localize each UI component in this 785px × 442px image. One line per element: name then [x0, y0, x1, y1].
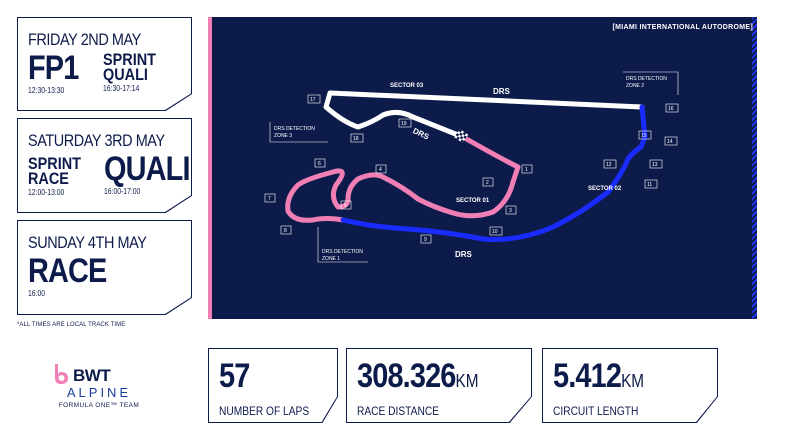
corner-marker-19: 19: [398, 118, 412, 128]
stat-circuit-length: 5.412KM CIRCUIT LENGTH: [542, 348, 718, 423]
corner-marker-3: 3: [505, 205, 517, 215]
stat-value: 57: [219, 357, 250, 395]
svg-text:10: 10: [492, 229, 498, 235]
schedule-card-saturday: SATURDAY 3RD MAY SPRINT RACE 12:00-13:00…: [17, 118, 192, 213]
svg-text:7: 7: [268, 196, 271, 202]
corner-marker-16: 16: [665, 103, 679, 113]
svg-text:1: 1: [525, 167, 528, 173]
session-fp1: FP1 12:30-13:30: [28, 49, 87, 95]
stat-label: RACE DISTANCE: [357, 404, 439, 418]
drs-detection-zone-1: DRS DETECTION ZONE 1: [317, 227, 368, 263]
session-quali: QUALI 16:00-17:00: [104, 150, 191, 196]
session-race: RACE 16:00: [28, 252, 120, 298]
sponsor-name: BWT: [73, 366, 111, 385]
corner-marker-13: 13: [649, 159, 663, 169]
session-name: RACE: [28, 252, 107, 290]
svg-text:18: 18: [353, 136, 359, 142]
session-name: QUALI: [104, 150, 191, 188]
team-logo: BWT ALPINE FORMULA ONE™ TEAM: [45, 360, 155, 420]
track-svg: SECTOR 03 DRS DRS SECTOR 01 SECTOR 02 DR…: [264, 71, 679, 263]
svg-text:ZONE 1: ZONE 1: [322, 256, 340, 262]
svg-text:8: 8: [284, 228, 287, 234]
session-name: SPRINT RACE: [28, 154, 81, 188]
drs-detection-zone-3: DRS DETECTION ZONE 3: [269, 122, 328, 143]
session-time: 12:00-13:00: [28, 188, 65, 197]
circuit-name: [MIAMI INTERNATIONAL AUTODROME]: [612, 24, 753, 31]
corner-marker-7: 7: [264, 193, 276, 203]
svg-text:5: 5: [344, 203, 347, 209]
corner-marker-2: 2: [482, 177, 494, 187]
session-time: 12:30-13:30: [28, 86, 65, 95]
corner-marker-1: 1: [521, 164, 533, 174]
stat-label: NUMBER OF LAPS: [219, 404, 310, 418]
svg-text:11: 11: [647, 182, 652, 188]
svg-text:9: 9: [424, 237, 427, 243]
session-time: 16:30-17:14: [103, 84, 140, 93]
svg-text:6: 6: [318, 161, 321, 167]
sector-1-label: SECTOR 01: [456, 198, 490, 204]
session-name: FP1: [28, 49, 79, 87]
schedule-card-friday: FRIDAY 2ND MAY FP1 12:30-13:30 SPRINT QU…: [17, 17, 192, 111]
day-label: SATURDAY 3RD MAY: [28, 131, 165, 150]
drs-detection-zone-2: DRS DETECTION ZONE 2: [623, 71, 679, 95]
corner-marker-12: 12: [603, 159, 617, 169]
day-label: FRIDAY 2ND MAY: [28, 30, 141, 49]
schedule-card-sunday: SUNDAY 4TH MAY RACE 16:00: [17, 220, 192, 315]
svg-text:ZONE 2: ZONE 2: [626, 83, 644, 89]
map-accent-edge: [208, 17, 212, 319]
corner-marker-14: 14: [664, 136, 678, 146]
day-label: SUNDAY 4TH MAY: [28, 233, 147, 252]
svg-text:DRS DETECTION: DRS DETECTION: [322, 249, 363, 255]
team-name: FORMULA ONE™ TEAM: [58, 402, 140, 409]
svg-text:DRS DETECTION: DRS DETECTION: [274, 126, 315, 132]
corner-marker-8: 8: [280, 225, 292, 235]
sector-1-path: [285, 134, 521, 223]
sector-2-label: SECTOR 02: [588, 186, 622, 192]
svg-text:ZONE 3: ZONE 3: [274, 133, 292, 139]
corner-marker-18: 18: [350, 133, 364, 143]
circuit-map: SECTOR 03 DRS DRS SECTOR 01 SECTOR 02 DR…: [208, 17, 756, 319]
svg-text:16: 16: [668, 106, 674, 112]
corner-marker-15: 15: [638, 130, 652, 140]
svg-text:DRS DETECTION: DRS DETECTION: [626, 76, 667, 82]
finish-flag-icon: [454, 129, 469, 143]
svg-text:15: 15: [641, 133, 647, 139]
bwt-logo-icon: [55, 364, 68, 384]
stat-label: CIRCUIT LENGTH: [553, 404, 639, 418]
stat-laps: 57 NUMBER OF LAPS: [208, 348, 338, 423]
corner-marker-9: 9: [420, 234, 432, 244]
svg-text:13: 13: [652, 162, 658, 168]
svg-text:17: 17: [310, 97, 316, 103]
stat-race-distance: 308.326KM RACE DISTANCE: [346, 348, 532, 423]
brand-name: ALPINE: [66, 385, 132, 400]
corner-marker-17: 17: [307, 94, 321, 104]
svg-text:2: 2: [486, 180, 489, 186]
svg-text:4: 4: [379, 167, 382, 173]
svg-text:12: 12: [606, 162, 612, 168]
session-name: SPRINT QUALI: [103, 50, 157, 84]
corner-marker-11: 11: [644, 179, 658, 189]
svg-text:14: 14: [667, 139, 673, 145]
stat-value: 308.326KM: [357, 357, 479, 395]
corner-marker-10: 10: [489, 226, 503, 236]
map-stripe-edge: [752, 17, 757, 319]
stat-value: 5.412KM: [553, 357, 645, 395]
sector-2-path: [340, 104, 648, 242]
session-sprint-race: SPRINT RACE 12:00-13:00: [28, 153, 90, 197]
corner-marker-5: 5: [340, 200, 352, 210]
svg-text:3: 3: [509, 208, 512, 214]
session-time: 16:00-17:00: [104, 187, 141, 196]
svg-text:19: 19: [401, 121, 407, 127]
drs-label-sector-2: DRS: [455, 250, 473, 259]
sector-3-path: [323, 90, 645, 140]
corner-marker-6: 6: [314, 158, 326, 168]
session-time: 16:00: [28, 289, 46, 298]
session-sprint-quali: SPRINT QUALI 16:30-17:14: [103, 50, 165, 93]
drs-label-back-section: DRS: [411, 126, 431, 142]
drs-label-main-straight: DRS: [493, 87, 511, 96]
timezone-footnote: *ALL TIMES ARE LOCAL TRACK TIME: [17, 322, 126, 328]
corner-marker-4: 4: [375, 164, 387, 174]
sector-3-label: SECTOR 03: [390, 83, 424, 89]
